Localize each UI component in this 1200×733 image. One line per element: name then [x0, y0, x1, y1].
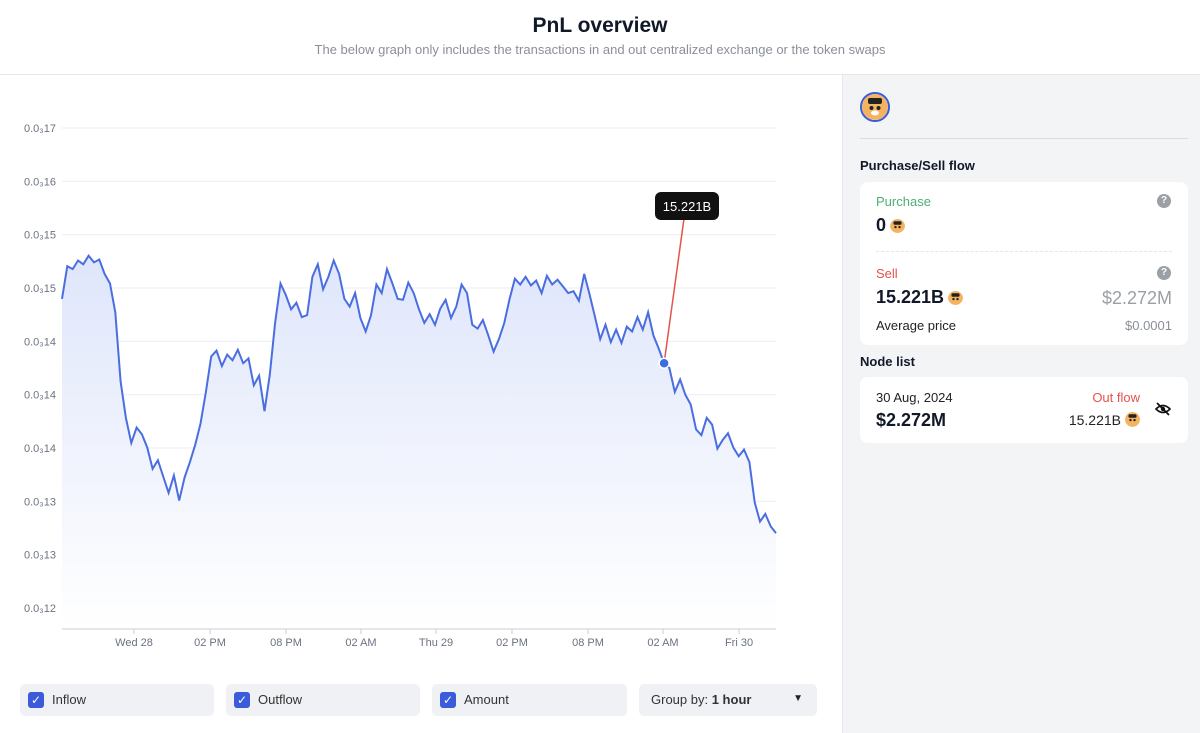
average-price-value: $0.0001	[1125, 318, 1172, 333]
sell-amount-row: 15.221B	[876, 287, 964, 308]
sell-usd: $2.272M	[1101, 288, 1172, 308]
pnl-chart[interactable]: 0.0₃17 0.0₃16 0.0₃15 0.0₃15 0.0₃14 0.0₃14 0.0₃…	[0, 75, 842, 675]
tooltip-box	[655, 192, 719, 220]
node-amount-row: 15.221B	[1069, 412, 1140, 428]
x-tick-label: 08 PM	[572, 637, 604, 649]
node-card[interactable]: 30 Aug, 2024 Out flow $2.272M 15.221B	[860, 377, 1188, 443]
y-tick-label: 0.0₃14	[24, 443, 56, 455]
caret-down-icon: ▼	[793, 693, 803, 704]
node-amount: 15.221B	[1068, 412, 1121, 428]
x-tick-label: Fri 30	[725, 637, 753, 649]
chart-panel: 0.0₃17 0.0₃16 0.0₃15 0.0₃15 0.0₃14 0.0₃14 0.0₃…	[0, 75, 842, 733]
x-tick-label: 02 AM	[345, 637, 376, 649]
amount-toggle[interactable]: ✓ Amount	[432, 684, 627, 716]
y-tick-label: 0.0₃14	[24, 390, 56, 402]
y-axis-labels: 0.0₃17 0.0₃16 0.0₃15 0.0₃15 0.0₃14 0.0₃14 0.0₃…	[24, 123, 56, 615]
average-price-label: Average price	[876, 318, 956, 333]
chart-area-fill	[62, 255, 776, 629]
page-subtitle: The below graph only includes the transa…	[314, 42, 886, 57]
amount-label: Amount	[464, 692, 509, 707]
token-icon	[862, 94, 888, 120]
group-by-prefix: Group by:	[651, 692, 709, 707]
inflow-label: Inflow	[52, 692, 86, 707]
tooltip-label: 15.221B	[663, 199, 711, 214]
token-coin-icon	[948, 290, 964, 305]
x-tick-label: Thu 29	[419, 637, 453, 649]
outflow-checkbox[interactable]: ✓	[234, 692, 250, 708]
page-header: PnL overview The below graph only includ…	[0, 0, 1200, 75]
node-date: 30 Aug, 2024	[876, 390, 953, 405]
node-flow-label: Out flow	[1092, 390, 1140, 405]
x-tick-label: 02 PM	[496, 637, 528, 649]
token-coin-icon	[1125, 412, 1140, 427]
inflow-toggle[interactable]: ✓ Inflow	[20, 684, 214, 716]
sell-amount: 15.221B	[876, 287, 945, 307]
chart-tooltip: 15.221B	[655, 192, 719, 369]
token-coin-icon	[890, 218, 906, 233]
token-avatar[interactable]	[860, 92, 890, 122]
outflow-label: Outflow	[258, 692, 303, 707]
purchase-label: Purchase	[876, 194, 931, 209]
y-tick-label: 0.0₃15	[24, 283, 56, 295]
purchase-amount-row: 0	[876, 215, 906, 236]
flow-card: Purchase ? 0 Sell ? 15.221B $2.272M Aver…	[860, 182, 1188, 345]
node-list-title: Node list	[860, 354, 915, 369]
y-tick-label: 0.0₃17	[24, 123, 56, 135]
y-tick-label: 0.0₃13	[24, 496, 56, 508]
tooltip-point	[658, 357, 670, 369]
amount-checkbox[interactable]: ✓	[440, 692, 456, 708]
node-usd: $2.272M	[876, 410, 947, 430]
x-tick-label: Wed 28	[115, 637, 153, 649]
x-axis-labels: Wed 28 02 PM 08 PM 02 AM Thu 29 02 PM 08 PM 02 …	[115, 629, 753, 649]
x-tick-label: 02 AM	[647, 637, 678, 649]
hide-eye-icon[interactable]	[1154, 402, 1172, 421]
purchase-amount: 0	[876, 215, 887, 235]
group-by-value: 1 hour	[711, 692, 752, 707]
help-icon[interactable]: ?	[1157, 194, 1171, 208]
help-icon[interactable]: ?	[1157, 266, 1171, 280]
divider	[860, 138, 1188, 139]
y-tick-label: 0.0₃16	[24, 176, 56, 188]
page-title: PnL overview	[532, 14, 668, 37]
y-tick-label: 0.0₃13	[24, 550, 56, 562]
flow-section-title: Purchase/Sell flow	[860, 158, 975, 173]
y-tick-label: 0.0₃15	[24, 230, 56, 242]
tooltip-connector	[663, 219, 685, 364]
dashed-divider	[876, 251, 1172, 252]
y-tick-label: 0.0₃12	[24, 603, 56, 615]
group-by-select[interactable]: Group by: 1 hour ▼	[639, 684, 817, 716]
x-tick-label: 02 PM	[194, 637, 226, 649]
y-tick-label: 0.0₃14	[24, 336, 56, 348]
chart-series-line	[61, 253, 777, 534]
x-tick-label: 08 PM	[270, 637, 302, 649]
outflow-toggle[interactable]: ✓ Outflow	[226, 684, 420, 716]
right-panel: Purchase/Sell flow Purchase ? 0 Sell ? 1…	[842, 75, 1200, 733]
sell-label: Sell	[876, 266, 898, 281]
inflow-checkbox[interactable]: ✓	[28, 692, 44, 708]
